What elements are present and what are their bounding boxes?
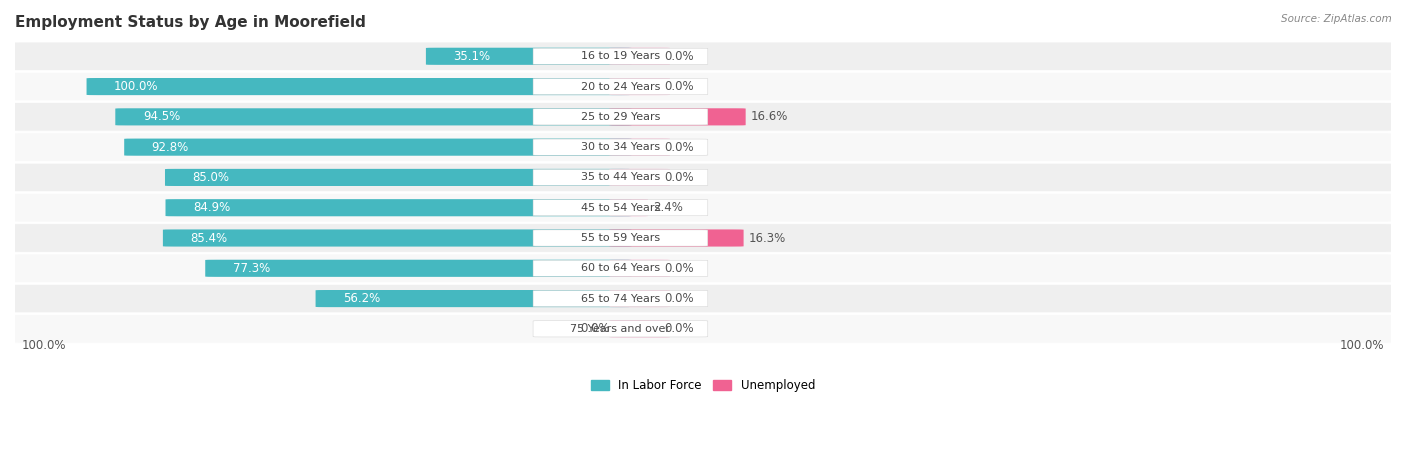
Text: 16.3%: 16.3% (749, 231, 786, 244)
Text: 85.0%: 85.0% (193, 171, 229, 184)
FancyBboxPatch shape (124, 139, 631, 156)
FancyBboxPatch shape (609, 199, 648, 216)
Text: 75 Years and over: 75 Years and over (571, 324, 671, 334)
FancyBboxPatch shape (8, 284, 1398, 313)
FancyBboxPatch shape (8, 224, 1398, 252)
FancyBboxPatch shape (609, 139, 671, 156)
FancyBboxPatch shape (533, 321, 707, 337)
Text: 100.0%: 100.0% (22, 339, 66, 352)
FancyBboxPatch shape (609, 320, 671, 338)
FancyBboxPatch shape (609, 169, 671, 186)
FancyBboxPatch shape (8, 72, 1398, 101)
FancyBboxPatch shape (163, 230, 631, 247)
Text: 25 to 29 Years: 25 to 29 Years (581, 112, 661, 122)
FancyBboxPatch shape (609, 108, 745, 126)
FancyBboxPatch shape (8, 315, 1398, 343)
Text: 0.0%: 0.0% (665, 171, 695, 184)
FancyBboxPatch shape (8, 163, 1398, 192)
FancyBboxPatch shape (609, 260, 671, 277)
Text: 92.8%: 92.8% (152, 141, 188, 153)
Text: 20 to 24 Years: 20 to 24 Years (581, 81, 661, 91)
FancyBboxPatch shape (533, 48, 707, 64)
Text: 0.0%: 0.0% (665, 50, 695, 63)
FancyBboxPatch shape (533, 291, 707, 306)
FancyBboxPatch shape (533, 78, 707, 94)
Text: 2.4%: 2.4% (654, 201, 683, 214)
FancyBboxPatch shape (609, 48, 671, 65)
FancyBboxPatch shape (533, 169, 707, 185)
FancyBboxPatch shape (8, 42, 1398, 71)
FancyBboxPatch shape (8, 133, 1398, 162)
FancyBboxPatch shape (533, 109, 707, 125)
Text: 0.0%: 0.0% (665, 262, 695, 275)
FancyBboxPatch shape (533, 260, 707, 276)
Text: 16.6%: 16.6% (751, 110, 789, 123)
Text: 94.5%: 94.5% (143, 110, 180, 123)
Text: 0.0%: 0.0% (665, 322, 695, 335)
Text: 0.0%: 0.0% (665, 292, 695, 305)
Text: 85.4%: 85.4% (190, 231, 228, 244)
Text: 77.3%: 77.3% (233, 262, 270, 275)
Text: 56.2%: 56.2% (343, 292, 381, 305)
Text: 100.0%: 100.0% (1340, 339, 1384, 352)
Text: 0.0%: 0.0% (579, 322, 609, 335)
Text: 65 to 74 Years: 65 to 74 Years (581, 293, 659, 304)
Legend: In Labor Force, Unemployed: In Labor Force, Unemployed (586, 374, 820, 397)
FancyBboxPatch shape (609, 230, 744, 247)
FancyBboxPatch shape (205, 260, 631, 277)
FancyBboxPatch shape (8, 194, 1398, 222)
Text: 100.0%: 100.0% (114, 80, 159, 93)
Text: 0.0%: 0.0% (665, 80, 695, 93)
FancyBboxPatch shape (8, 254, 1398, 283)
FancyBboxPatch shape (609, 78, 671, 95)
FancyBboxPatch shape (609, 290, 671, 307)
Text: 30 to 34 Years: 30 to 34 Years (581, 142, 659, 152)
FancyBboxPatch shape (533, 200, 707, 216)
Text: 60 to 64 Years: 60 to 64 Years (581, 263, 659, 273)
FancyBboxPatch shape (115, 108, 631, 126)
Text: 35 to 44 Years: 35 to 44 Years (581, 172, 659, 182)
FancyBboxPatch shape (165, 169, 631, 186)
Text: 0.0%: 0.0% (665, 141, 695, 153)
Text: Employment Status by Age in Moorefield: Employment Status by Age in Moorefield (15, 15, 366, 30)
Text: 45 to 54 Years: 45 to 54 Years (581, 202, 659, 213)
FancyBboxPatch shape (8, 103, 1398, 131)
Text: 55 to 59 Years: 55 to 59 Years (581, 233, 659, 243)
FancyBboxPatch shape (533, 230, 707, 246)
FancyBboxPatch shape (166, 199, 631, 216)
Text: 16 to 19 Years: 16 to 19 Years (581, 51, 659, 61)
FancyBboxPatch shape (426, 48, 631, 65)
FancyBboxPatch shape (533, 139, 707, 155)
Text: 84.9%: 84.9% (193, 201, 231, 214)
FancyBboxPatch shape (87, 78, 631, 95)
Text: 35.1%: 35.1% (453, 50, 491, 63)
FancyBboxPatch shape (315, 290, 631, 307)
Text: Source: ZipAtlas.com: Source: ZipAtlas.com (1281, 14, 1392, 23)
